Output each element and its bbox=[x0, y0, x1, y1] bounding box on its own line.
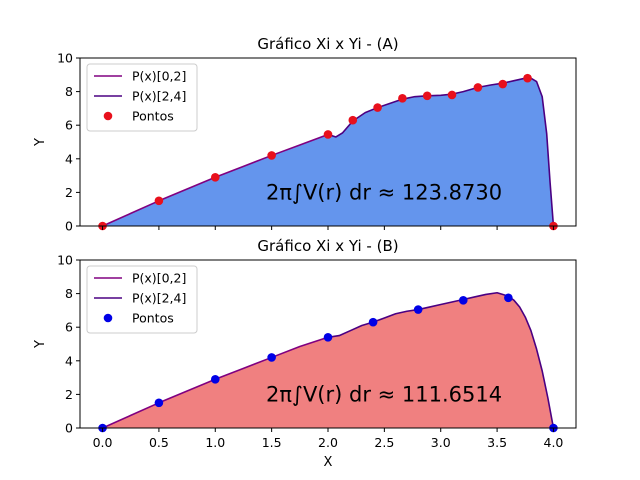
chart-title: Gráfico Xi x Yi - (B) bbox=[257, 237, 398, 255]
area-fill bbox=[102, 292, 554, 428]
scatter-point bbox=[154, 196, 164, 206]
y-tick-label: 2 bbox=[65, 387, 73, 402]
legend-label: P(x)[0,2] bbox=[132, 69, 186, 84]
y-tick-label: 10 bbox=[57, 253, 73, 268]
scatter-point bbox=[210, 172, 220, 182]
scatter-point bbox=[154, 398, 164, 408]
scatter-point bbox=[523, 73, 532, 83]
scatter-point bbox=[323, 130, 333, 139]
y-tick-label: 6 bbox=[65, 118, 73, 133]
scatter-point bbox=[267, 353, 276, 362]
legend-label: Pontos bbox=[132, 109, 174, 124]
scatter-point bbox=[504, 293, 513, 303]
x-tick-label: 0.5 bbox=[149, 435, 169, 450]
scatter-point bbox=[473, 83, 483, 92]
y-tick-label: 10 bbox=[57, 51, 73, 66]
legend-label: Pontos bbox=[132, 311, 174, 326]
x-tick-label: 3.0 bbox=[431, 435, 451, 450]
legend-box bbox=[86, 265, 198, 334]
x-tick-label: 2.5 bbox=[374, 435, 394, 450]
y-tick-label: 4 bbox=[65, 151, 73, 166]
scatter-point bbox=[447, 90, 457, 100]
scatter-point bbox=[498, 79, 508, 89]
chart-panel-a: 0 2 4 6 8 10 Gráfico Xi x Yi - (A) Y 2π∫V(r) dr … bbox=[33, 35, 577, 234]
y-tick-label: 8 bbox=[65, 286, 73, 301]
legend-box bbox=[86, 63, 198, 132]
y-tick-label: 2 bbox=[65, 185, 73, 200]
scatter-point bbox=[267, 151, 276, 160]
legend-label: P(x)[2,4] bbox=[132, 291, 186, 306]
scatter-point bbox=[210, 374, 220, 384]
y-tick-label: 8 bbox=[65, 84, 73, 99]
chart-title: Gráfico Xi x Yi - (A) bbox=[257, 35, 398, 53]
x-tick-label: 1.5 bbox=[262, 435, 282, 450]
scatter-point bbox=[458, 296, 468, 305]
integral-annotation: 2π∫V(r) dr ≈ 111.6514 bbox=[266, 382, 502, 406]
scatter-point bbox=[323, 332, 333, 342]
x-tick-label: 0.0 bbox=[93, 435, 113, 450]
y-tick-label: 6 bbox=[65, 320, 73, 335]
y-tick-label: 0 bbox=[65, 219, 73, 234]
x-axis-label: X bbox=[324, 455, 333, 470]
y-axis-label: Y bbox=[33, 138, 48, 147]
scatter-point bbox=[368, 317, 378, 327]
legend: P(x)[0,2] P(x)[2,4] Pontos bbox=[86, 265, 198, 334]
legend-label: P(x)[2,4] bbox=[132, 89, 186, 104]
x-tick-label: 4.0 bbox=[544, 435, 564, 450]
legend-point-marker bbox=[103, 313, 113, 323]
legend-point-marker bbox=[103, 111, 113, 121]
x-tick-label: 2.0 bbox=[318, 435, 338, 450]
integral-annotation: 2π∫V(r) dr ≈ 123.8730 bbox=[266, 180, 502, 204]
legend: P(x)[0,2] P(x)[2,4] Pontos bbox=[86, 63, 198, 132]
y-axis-label: Y bbox=[33, 340, 48, 349]
scatter-point bbox=[348, 115, 358, 125]
legend-label: P(x)[0,2] bbox=[132, 271, 186, 286]
area-fill bbox=[102, 78, 554, 226]
scatter-point bbox=[413, 305, 423, 314]
scatter-point bbox=[422, 91, 432, 101]
x-tick-label: 1.0 bbox=[205, 435, 225, 450]
y-tick-label: 4 bbox=[65, 353, 73, 368]
scatter-point bbox=[373, 103, 382, 112]
scatter-point bbox=[398, 94, 407, 103]
chart-panel-b: 0 2 4 6 8 10 0.0 0.5 1.0 1.5 2.0 2.5 3.0 3.5 4.0 Gráfic… bbox=[33, 237, 577, 470]
y-tick-label: 0 bbox=[65, 421, 73, 436]
x-tick-label: 3.5 bbox=[487, 435, 507, 450]
series-line-2 bbox=[327, 77, 555, 227]
